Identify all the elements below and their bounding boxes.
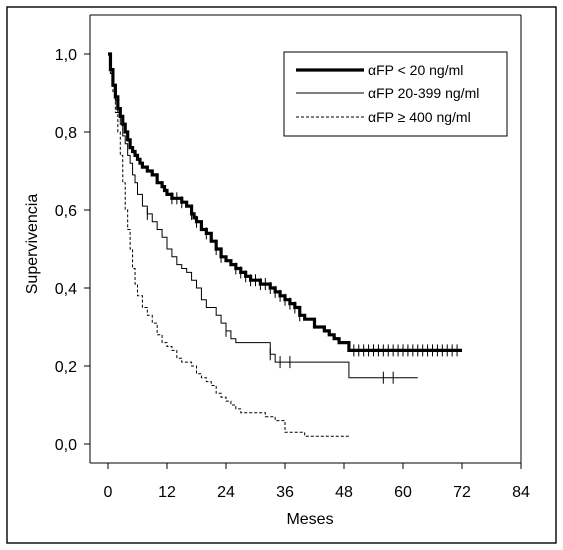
x-tick-label: 36	[276, 484, 294, 501]
x-tick-label: 12	[158, 484, 176, 501]
figure-border	[6, 6, 557, 544]
x-ticks: 0 12 24 36 48 60 72 84	[104, 463, 530, 501]
plot-area	[89, 14, 522, 464]
y-tick-label: 0,8	[55, 125, 77, 142]
censor-layer	[146, 192, 458, 384]
x-tick-label: 0	[104, 484, 113, 501]
y-tick-label: 1,0	[55, 47, 77, 64]
x-tick-label: 60	[394, 484, 412, 501]
series-line-2	[108, 53, 349, 437]
x-tick-label: 24	[217, 484, 235, 501]
x-tick-label: 48	[335, 484, 353, 501]
legend-label-thin: αFP 20-399 ng/ml	[368, 85, 479, 101]
legend-label-dashed: αFP ≥ 400 ng/ml	[368, 109, 471, 125]
series-line-1	[108, 53, 418, 379]
x-tick-label: 72	[453, 484, 471, 501]
y-axis-label: Supervivencia	[24, 194, 41, 295]
y-tick-label: 0,2	[55, 359, 77, 376]
y-tick-label: 0,6	[55, 203, 77, 220]
x-tick-label: 84	[512, 484, 530, 501]
legend-label-thick: αFP < 20 ng/ml	[368, 62, 463, 78]
legend: αFP < 20 ng/ml αFP 20-399 ng/ml αFP ≥ 40…	[283, 51, 508, 137]
y-tick-label: 0,0	[55, 437, 77, 454]
y-tick-label: 0,4	[55, 281, 77, 298]
y-ticks: 0,0 0,2 0,4 0,6 0,8 1,0	[55, 47, 90, 454]
legend-box	[283, 51, 508, 137]
x-axis-label: Meses	[286, 511, 333, 528]
